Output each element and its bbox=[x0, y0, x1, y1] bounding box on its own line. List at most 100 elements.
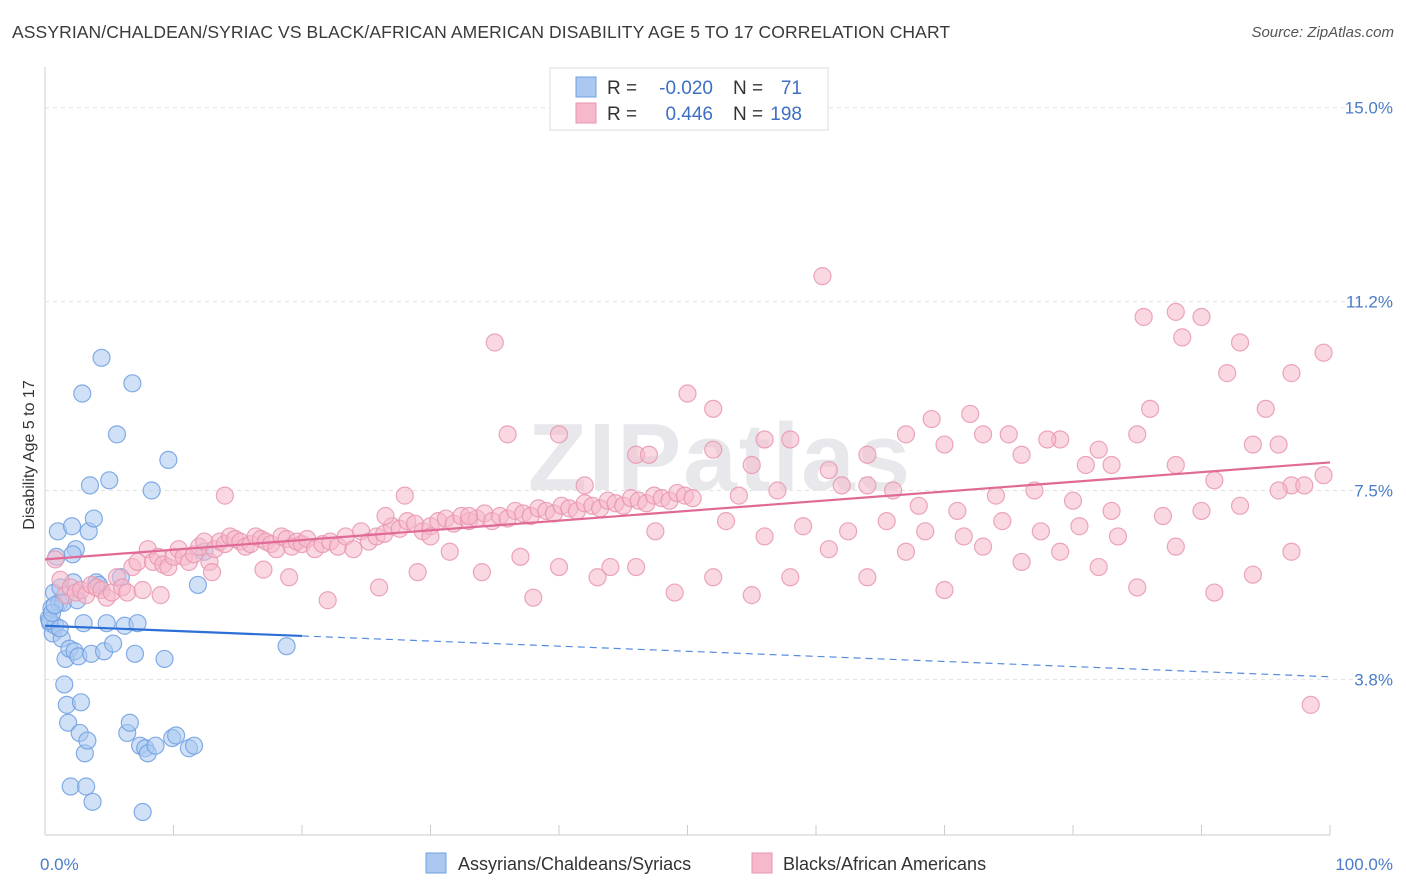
point-1-170 bbox=[1314, 343, 1333, 362]
point-1-102 bbox=[254, 560, 273, 579]
y-tick-label-1: 7.5% bbox=[1354, 482, 1393, 501]
point-1-179 bbox=[729, 486, 749, 505]
series-blacks-points bbox=[46, 267, 1333, 714]
y-tick-labels: 3.8% 7.5% 11.2% 15.0% bbox=[1345, 99, 1393, 690]
legend-box: R = -0.020 N = 71 R = 0.446 N = 198 bbox=[549, 67, 829, 131]
point-1-113 bbox=[704, 568, 723, 587]
point-1-138 bbox=[1012, 445, 1031, 464]
point-1-173 bbox=[1230, 333, 1250, 352]
point-1-132 bbox=[781, 430, 800, 449]
point-0-55 bbox=[142, 481, 161, 500]
point-1-155 bbox=[704, 399, 723, 418]
point-0-58 bbox=[159, 450, 178, 469]
point-1-192 bbox=[1269, 481, 1288, 500]
point-1-119 bbox=[935, 580, 954, 600]
point-1-185 bbox=[986, 486, 1006, 505]
point-0-17 bbox=[61, 777, 80, 796]
point-1-131 bbox=[742, 455, 761, 475]
point-1-107 bbox=[472, 563, 491, 582]
point-1-121 bbox=[1012, 552, 1031, 572]
point-1-109 bbox=[549, 557, 569, 577]
bottom-legend-swatch-assyrians bbox=[425, 852, 447, 874]
point-1-176 bbox=[395, 486, 414, 505]
point-1-201 bbox=[794, 517, 813, 536]
point-1-14 bbox=[118, 583, 137, 602]
legend-swatch-blacks bbox=[575, 102, 597, 124]
point-0-70 bbox=[63, 545, 82, 564]
point-1-178 bbox=[575, 476, 594, 495]
point-1-147 bbox=[1269, 435, 1288, 454]
point-0-26 bbox=[73, 384, 92, 403]
point-1-193 bbox=[524, 588, 543, 607]
point-1-105 bbox=[370, 578, 389, 597]
point-1-136 bbox=[935, 435, 954, 454]
point-0-18 bbox=[62, 517, 82, 536]
point-1-146 bbox=[1076, 455, 1095, 475]
point-0-48 bbox=[123, 374, 142, 393]
point-0-52 bbox=[133, 802, 152, 822]
point-1-209 bbox=[1108, 527, 1128, 546]
point-1-104 bbox=[318, 591, 337, 610]
point-0-62 bbox=[184, 736, 204, 755]
point-1-160 bbox=[961, 404, 980, 424]
point-1-103 bbox=[280, 568, 299, 587]
point-1-165 bbox=[1173, 328, 1192, 347]
point-1-142 bbox=[1166, 455, 1185, 475]
point-1-168 bbox=[1256, 399, 1275, 418]
point-0-27 bbox=[74, 614, 93, 633]
legend-n-label-2: N = bbox=[733, 104, 763, 125]
point-1-154 bbox=[678, 384, 697, 403]
point-1-159 bbox=[922, 409, 941, 429]
point-1-144 bbox=[1243, 435, 1263, 454]
trend-solid-0 bbox=[44, 624, 303, 638]
point-1-114 bbox=[742, 586, 761, 605]
chart-source: Source: ZipAtlas.com bbox=[1251, 24, 1394, 41]
point-1-106 bbox=[408, 563, 427, 582]
point-1-124 bbox=[1128, 578, 1147, 597]
point-1-199 bbox=[716, 512, 736, 531]
point-0-34 bbox=[83, 792, 102, 811]
point-1-191 bbox=[1230, 496, 1250, 515]
point-1-148 bbox=[1295, 476, 1314, 495]
point-1-120 bbox=[973, 537, 993, 556]
x-tick-labels: 0.0% 100.0% bbox=[40, 855, 1393, 874]
point-1-129 bbox=[1301, 695, 1320, 714]
point-1-126 bbox=[1205, 583, 1224, 602]
point-1-172 bbox=[1166, 302, 1185, 321]
point-0-57 bbox=[155, 649, 174, 669]
chart-title: ASSYRIAN/CHALDEAN/SYRIAC VS BLACK/AFRICA… bbox=[12, 22, 951, 42]
point-1-122 bbox=[1051, 542, 1070, 561]
legend-n-value-1: 71 bbox=[781, 78, 802, 99]
point-1-137 bbox=[973, 425, 993, 444]
legend-n-label-1: N = bbox=[733, 78, 763, 99]
x-tick-label-0: 0.0% bbox=[40, 855, 79, 874]
point-1-118 bbox=[896, 542, 916, 561]
point-1-205 bbox=[954, 527, 973, 546]
point-0-63 bbox=[188, 575, 208, 595]
y-tick-label-3: 15.0% bbox=[1345, 99, 1393, 118]
point-1-135 bbox=[896, 425, 916, 444]
point-0-60 bbox=[166, 726, 186, 745]
point-1-112 bbox=[665, 583, 684, 602]
trend-lines bbox=[44, 461, 1331, 678]
point-1-167 bbox=[1218, 364, 1237, 383]
point-0-38 bbox=[92, 348, 111, 367]
point-1-134 bbox=[858, 445, 877, 464]
point-1-150 bbox=[498, 425, 517, 444]
point-0-42 bbox=[104, 634, 123, 653]
legend-r-value-1: -0.020 bbox=[659, 78, 713, 99]
trend-dashed-0 bbox=[301, 635, 1331, 678]
point-1-164 bbox=[1140, 399, 1160, 418]
legend-r-value-2: 0.446 bbox=[665, 104, 713, 125]
point-1-187 bbox=[1063, 491, 1083, 510]
point-0-29 bbox=[77, 777, 96, 796]
point-1-184 bbox=[948, 501, 967, 521]
point-0-35 bbox=[84, 509, 103, 528]
point-0-12 bbox=[55, 675, 74, 694]
point-1-169 bbox=[1282, 364, 1301, 383]
y-axis-label: Disability Age 5 to 17 bbox=[21, 380, 38, 530]
point-1-141 bbox=[1128, 425, 1147, 444]
point-1-116 bbox=[819, 540, 838, 559]
point-1-204 bbox=[916, 522, 935, 541]
